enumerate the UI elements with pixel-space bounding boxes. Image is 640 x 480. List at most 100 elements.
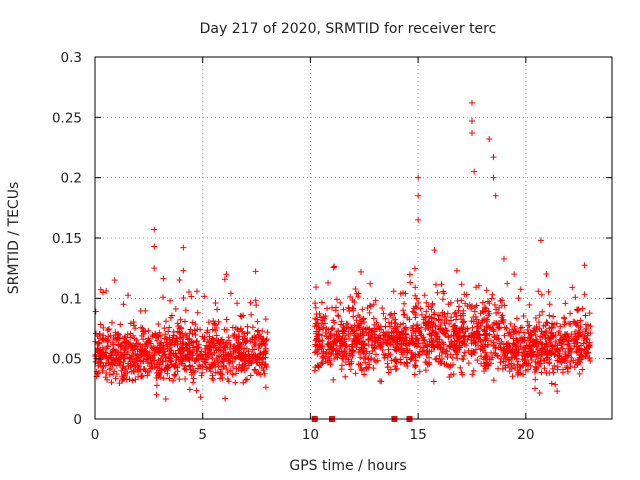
data-point [92, 308, 99, 315]
data-point [482, 307, 489, 314]
data-point [341, 347, 348, 354]
data-point [426, 330, 433, 337]
data-point [494, 309, 501, 316]
data-point [108, 351, 115, 358]
data-point [123, 337, 130, 344]
data-point [224, 369, 231, 376]
data-point [224, 344, 231, 351]
data-point [181, 354, 188, 361]
data-point [157, 341, 164, 348]
data-point [127, 320, 134, 327]
data-point [527, 329, 534, 336]
data-point [370, 365, 377, 372]
data-point [441, 330, 448, 337]
axis-ticks: 0 5 10 15 20 0 0.05 0.1 0.15 0.2 0.25 0.3 [52, 50, 612, 443]
data-point [207, 368, 214, 375]
data-point [397, 321, 404, 328]
data-point [99, 367, 106, 374]
data-point [167, 346, 174, 353]
data-point [210, 376, 217, 383]
data-point [561, 357, 568, 364]
data-point [188, 371, 195, 378]
data-point [414, 325, 421, 332]
data-point [229, 371, 236, 378]
data-point [100, 363, 107, 370]
data-point [438, 356, 445, 363]
data-point [469, 371, 476, 378]
data-point [355, 325, 362, 332]
data-point [440, 346, 447, 353]
data-point [367, 280, 374, 287]
data-point [413, 340, 420, 347]
data-point [359, 306, 366, 313]
data-point [113, 362, 120, 369]
data-point [311, 367, 318, 374]
data-point [105, 343, 112, 350]
data-point [481, 332, 488, 339]
data-point [103, 370, 110, 377]
data-point [378, 326, 385, 333]
data-point [452, 316, 459, 323]
data-point [419, 347, 426, 354]
data-point [496, 324, 503, 331]
data-point [340, 349, 347, 356]
data-points [92, 99, 594, 422]
data-point [520, 312, 527, 319]
data-point [209, 372, 216, 379]
data-point [432, 329, 439, 336]
data-point [490, 174, 497, 181]
data-point [255, 345, 262, 352]
data-point [537, 339, 544, 346]
data-point [249, 346, 256, 353]
data-point [357, 320, 364, 327]
data-point [186, 349, 193, 356]
data-point [561, 315, 568, 322]
data-point [251, 333, 258, 340]
data-point [454, 355, 461, 362]
data-point [362, 359, 369, 366]
data-point [517, 286, 524, 293]
data-point [247, 372, 254, 379]
data-point [358, 318, 365, 325]
data-point [262, 384, 269, 391]
data-point [231, 331, 238, 338]
data-point [544, 319, 551, 326]
data-point [195, 355, 202, 362]
data-point [501, 332, 508, 339]
data-point [480, 341, 487, 348]
data-point [350, 307, 357, 314]
data-point [245, 353, 252, 360]
data-point [164, 362, 171, 369]
data-point [205, 319, 212, 326]
data-point [524, 326, 531, 333]
data-point [99, 335, 106, 342]
data-point [318, 320, 325, 327]
data-point [415, 300, 422, 307]
data-point [264, 329, 271, 336]
data-point [147, 358, 154, 365]
data-point [254, 327, 261, 334]
data-point [483, 359, 490, 366]
data-point [491, 333, 498, 340]
data-point [223, 271, 230, 278]
x-tick-label: 10 [302, 427, 319, 443]
data-point [388, 319, 395, 326]
data-point [413, 343, 420, 350]
data-point [479, 320, 486, 327]
data-point [241, 367, 248, 374]
data-point [106, 325, 113, 332]
data-point [543, 319, 550, 326]
data-point [162, 354, 169, 361]
data-point [429, 342, 436, 349]
data-point [559, 336, 566, 343]
data-point [132, 325, 139, 332]
data-point [542, 332, 549, 339]
data-point [245, 362, 252, 369]
data-point [534, 349, 541, 356]
data-point [484, 341, 491, 348]
data-point [482, 354, 489, 361]
data-point [391, 334, 398, 341]
data-point [574, 307, 581, 314]
data-point [370, 301, 377, 308]
data-point [336, 337, 343, 344]
